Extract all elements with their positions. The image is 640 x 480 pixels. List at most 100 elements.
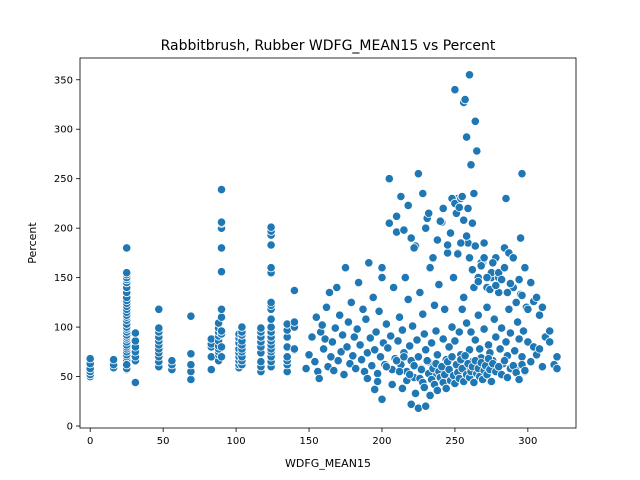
data-point xyxy=(537,362,548,372)
data-point xyxy=(523,304,533,314)
data-point xyxy=(403,200,413,210)
data-point xyxy=(361,314,371,324)
data-point xyxy=(391,356,402,366)
data-point xyxy=(496,274,507,285)
data-point xyxy=(266,263,276,273)
data-point xyxy=(461,231,472,241)
data-point xyxy=(396,191,406,202)
data-point xyxy=(314,373,324,384)
data-point xyxy=(266,240,276,250)
data-point xyxy=(444,342,454,352)
plot-frame xyxy=(79,57,577,429)
data-point xyxy=(384,174,394,184)
data-point xyxy=(364,258,374,268)
data-point xyxy=(371,327,381,337)
data-point xyxy=(339,369,349,380)
data-point xyxy=(216,304,227,314)
data-point xyxy=(266,297,276,307)
data-point xyxy=(343,317,353,327)
data-points xyxy=(85,70,562,413)
data-point xyxy=(397,325,407,335)
data-point xyxy=(517,169,527,179)
data-point xyxy=(416,364,426,375)
data-point xyxy=(326,352,336,362)
data-point xyxy=(374,306,384,316)
data-point xyxy=(466,327,476,337)
data-point xyxy=(130,328,140,338)
data-point xyxy=(365,333,375,343)
data-point xyxy=(301,363,311,374)
data-point xyxy=(393,336,403,346)
data-point xyxy=(520,263,530,273)
data-point xyxy=(463,203,473,213)
data-point xyxy=(537,302,548,312)
data-point xyxy=(421,345,431,355)
data-point xyxy=(499,263,510,273)
data-point xyxy=(386,331,396,341)
data-point xyxy=(514,374,524,385)
data-point xyxy=(501,193,511,204)
chart-title: Rabbitbrush, Rubber WDFG_MEAN15 vs Perce… xyxy=(161,38,496,54)
data-point xyxy=(464,253,475,263)
data-point xyxy=(454,327,464,337)
data-point xyxy=(429,300,440,310)
data-point xyxy=(122,243,132,253)
y-tick-label: 200 xyxy=(54,224,73,235)
data-point xyxy=(501,337,511,347)
y-tick-label: 150 xyxy=(54,273,73,284)
data-point xyxy=(518,326,529,336)
data-point xyxy=(432,385,442,395)
data-point xyxy=(384,218,394,228)
data-point xyxy=(397,383,407,393)
data-point xyxy=(534,344,545,354)
data-point xyxy=(424,208,434,218)
data-point xyxy=(391,211,402,221)
data-point xyxy=(515,233,526,243)
data-point xyxy=(289,285,299,296)
data-point xyxy=(514,274,524,285)
data-point xyxy=(470,335,480,345)
data-point xyxy=(216,352,227,362)
data-point xyxy=(479,253,489,263)
data-point xyxy=(445,228,456,238)
y-tick-label: 100 xyxy=(54,323,73,334)
data-point xyxy=(332,282,342,293)
data-point xyxy=(418,309,428,319)
data-point xyxy=(358,304,368,314)
data-point xyxy=(467,265,477,275)
data-point xyxy=(336,347,346,357)
data-point xyxy=(407,321,418,331)
data-point xyxy=(310,357,320,367)
data-point xyxy=(85,354,95,364)
data-point xyxy=(216,185,227,195)
data-point xyxy=(545,337,555,347)
x-tick-label: 50 xyxy=(157,436,170,447)
data-point xyxy=(237,322,247,332)
data-point xyxy=(432,350,442,360)
data-point xyxy=(304,350,314,360)
data-point xyxy=(491,332,501,342)
data-point xyxy=(464,70,475,80)
data-point xyxy=(508,253,518,263)
data-point xyxy=(469,188,479,199)
data-point xyxy=(426,338,437,348)
data-point xyxy=(454,202,464,212)
data-point xyxy=(346,297,356,307)
data-point xyxy=(505,278,515,289)
data-point xyxy=(475,344,485,354)
y-tick-label: 250 xyxy=(54,174,73,185)
data-point xyxy=(491,280,501,291)
y-tick-label: 50 xyxy=(60,372,73,383)
data-point xyxy=(511,297,521,307)
data-point xyxy=(406,399,416,409)
data-point xyxy=(495,344,505,354)
data-point xyxy=(523,337,533,347)
data-point xyxy=(413,169,423,179)
data-point xyxy=(460,351,470,361)
data-point xyxy=(351,363,361,374)
data-point xyxy=(186,349,196,359)
data-point xyxy=(399,352,409,362)
data-point xyxy=(504,304,514,314)
data-point xyxy=(368,292,378,302)
